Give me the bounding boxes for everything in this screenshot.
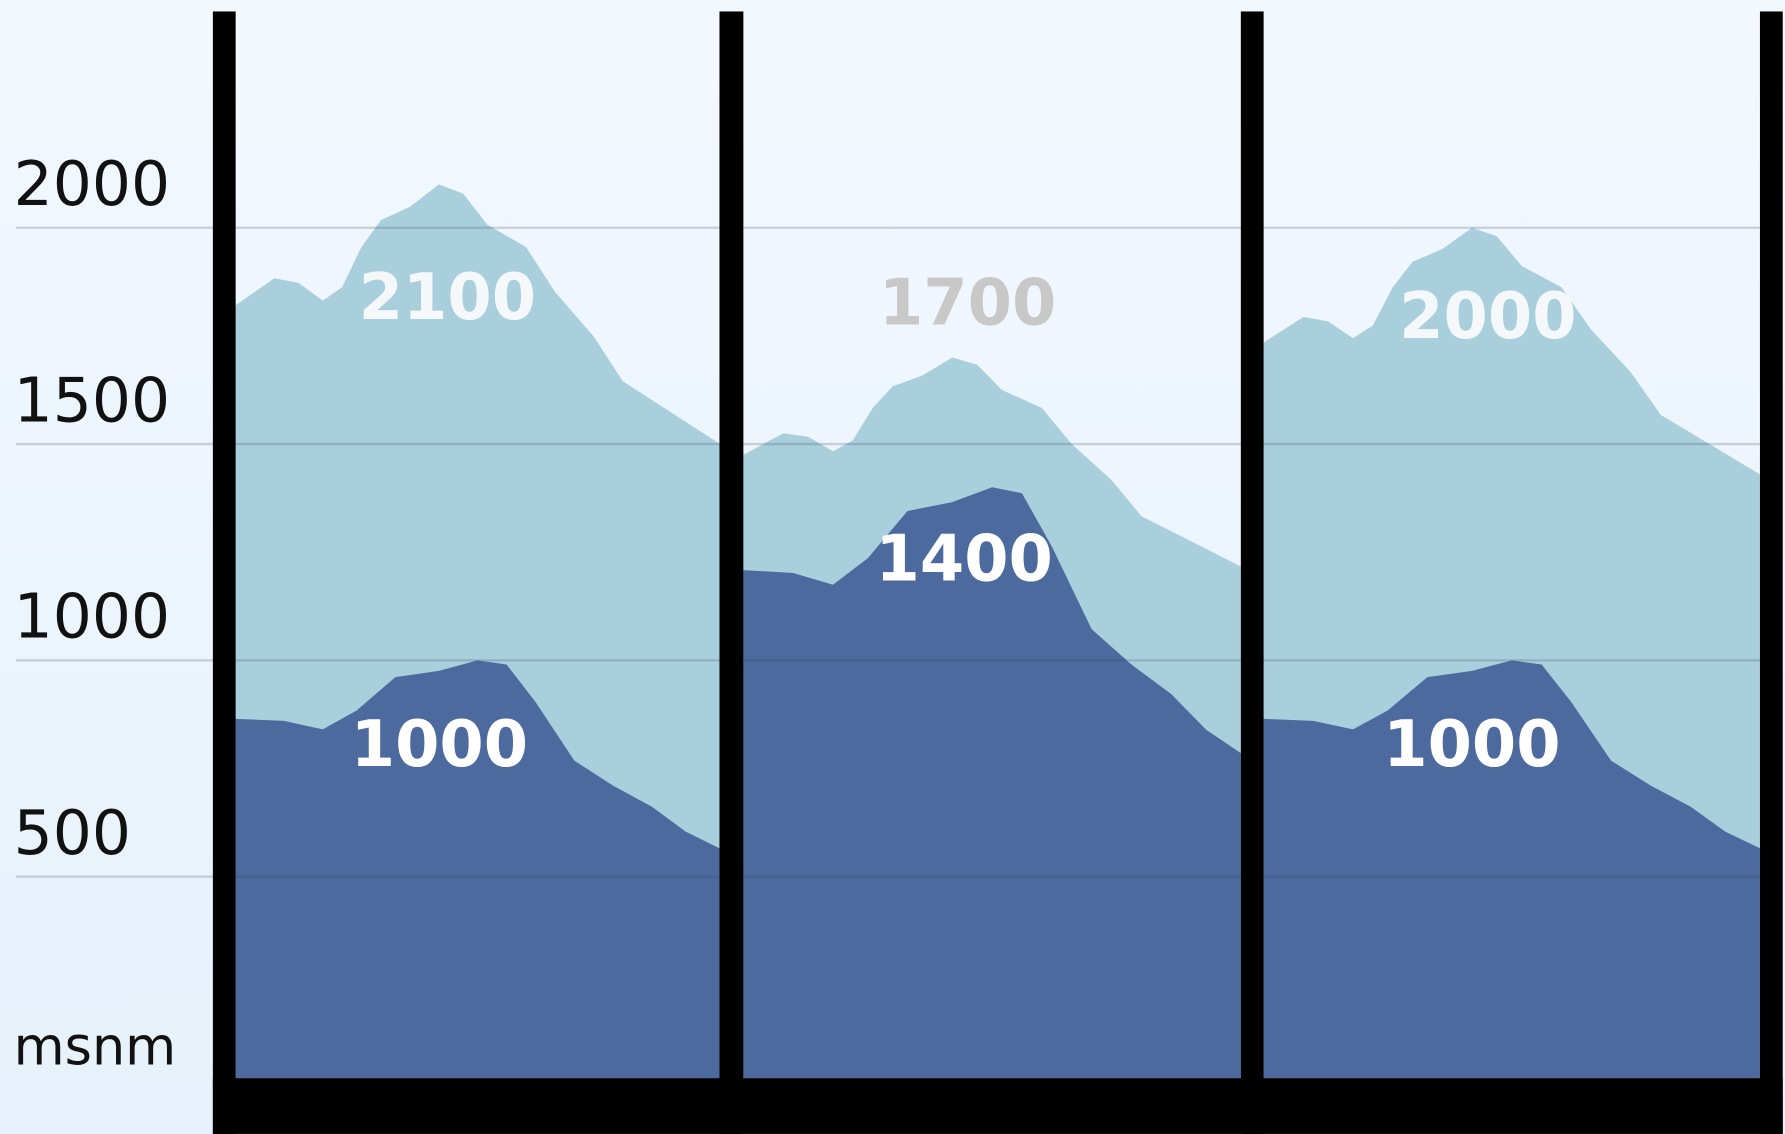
data-label: 1700	[879, 267, 1056, 341]
data-label: 2000	[1399, 280, 1576, 354]
y-axis-label: msnm	[14, 1016, 176, 1077]
mountain	[235, 660, 720, 1079]
data-label: 1000	[351, 708, 528, 782]
divider	[719, 11, 744, 1134]
mountain	[1263, 660, 1760, 1079]
divider	[1759, 11, 1783, 1134]
y-tick-label: 1000	[14, 582, 170, 653]
data-label: 2100	[359, 261, 536, 335]
base-bar	[212, 1078, 1783, 1134]
areas	[235, 184, 1760, 1079]
data-label: 1400	[876, 523, 1053, 597]
data-label: 1000	[1383, 708, 1560, 782]
grid	[15, 226, 1760, 878]
divider	[212, 11, 236, 1134]
frame	[212, 11, 1783, 1134]
y-tick-label: 1500	[14, 365, 170, 436]
y-tick-label: 2000	[14, 149, 170, 220]
divider	[1240, 11, 1264, 1134]
mountain	[743, 487, 1241, 1079]
labels: 2100 1000 1700 1400 2000 1000 500 1000 1500 2000	[14, 149, 1577, 869]
y-tick-label: 500	[14, 798, 131, 869]
